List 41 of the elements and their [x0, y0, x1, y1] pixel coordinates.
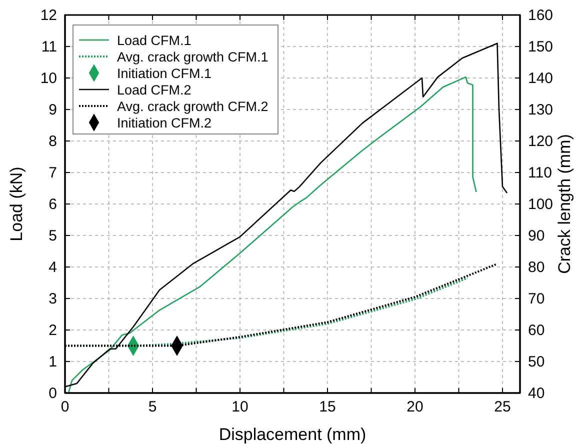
x-tick-label: 10 [232, 398, 248, 416]
y2-tick-label: 100 [528, 196, 554, 213]
y-tick-label: 1 [48, 353, 57, 370]
x-tick-label: 25 [494, 398, 511, 416]
y2-tick-label: 130 [528, 101, 554, 118]
y-tick-label: 4 [48, 258, 57, 276]
y2-tick-label: 120 [528, 132, 554, 150]
y2-tick-label: 80 [528, 258, 545, 276]
y-tick-label: 11 [41, 38, 57, 56]
y2-axis-title: Crack length (mm) [555, 134, 574, 274]
legend-label: Avg. crack growth CFM.1 [117, 50, 268, 64]
y2-tick-label: 90 [528, 227, 545, 244]
y-tick-label: 5 [48, 227, 57, 244]
y-axis-title: Load (kN) [7, 166, 26, 242]
y2-tick-label: 60 [528, 322, 545, 339]
y-tick-label: 6 [48, 196, 57, 213]
x-tick-label: 20 [406, 398, 424, 416]
legend-label: Load CFM.1 [117, 33, 192, 48]
y-tick-label: 8 [48, 132, 57, 150]
legend-label: Avg. crack growth CFM.2 [117, 99, 268, 114]
x-tick-label: 5 [148, 398, 157, 416]
y2-tick-label: 110 [528, 164, 552, 182]
y2-tick-label: 160 [528, 6, 554, 24]
y2-tick-label: 150 [528, 38, 554, 56]
x-tick-label: 0 [60, 398, 70, 416]
x-axis-title: Displacement (mm) [218, 425, 366, 444]
y-tick-label: 12 [40, 6, 57, 24]
y-tick-label: 9 [48, 101, 57, 118]
y2-tick-label: 70 [528, 290, 545, 308]
y-tick-label: 0 [48, 384, 57, 402]
legend-label: Initiation CFM.2 [117, 116, 212, 130]
y-tick-label: 3 [48, 290, 57, 308]
y2-tick-label: 140 [528, 70, 554, 87]
legend-label: Initiation CFM.1 [117, 66, 212, 81]
y-tick-label: 2 [48, 322, 57, 339]
y-tick-label: 7 [48, 164, 57, 182]
y2-tick-label: 40 [528, 384, 545, 402]
legend-label: Load CFM.2 [117, 82, 192, 98]
x-tick-label: 15 [319, 398, 336, 416]
y-tick-label: 10 [40, 70, 57, 87]
y2-tick-label: 50 [528, 353, 545, 370]
